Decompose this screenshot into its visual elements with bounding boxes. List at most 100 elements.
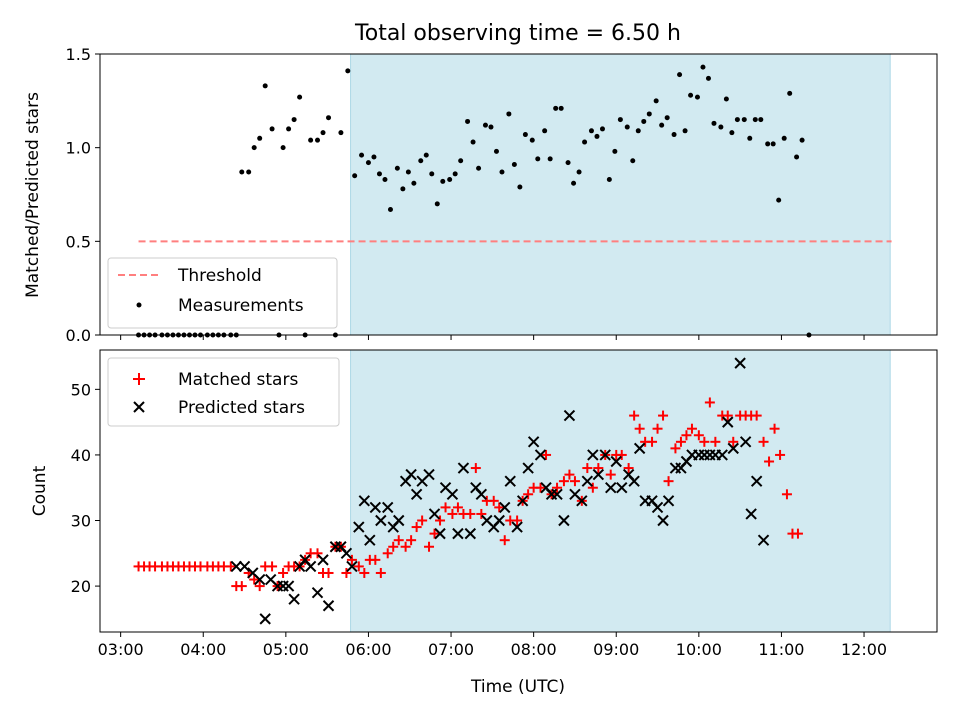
matched-star-point: [681, 430, 692, 441]
measurement-point: [465, 118, 471, 124]
measurement-point: [770, 141, 776, 147]
predicted-star-point: [587, 449, 599, 461]
predicted-star-point: [382, 501, 394, 514]
measurement-point: [630, 158, 636, 164]
legend-matched-label: Matched stars: [178, 370, 298, 390]
predicted-star-point: [423, 468, 435, 481]
top-y-tick-label: 0.0: [66, 326, 91, 345]
matched-star-point: [353, 561, 364, 572]
predicted-star-point: [499, 501, 511, 514]
predicted-star-point: [322, 600, 335, 612]
measurement-point: [734, 117, 740, 123]
measurement-point: [659, 122, 665, 128]
matched-star-point: [751, 410, 762, 421]
measurement-point: [488, 124, 494, 130]
measurement-point: [542, 128, 548, 134]
measurement-point: [682, 128, 688, 134]
matched-star-point: [388, 541, 399, 552]
predicted-star-point: [592, 468, 605, 481]
measurement-point: [522, 132, 528, 138]
predicted-star-point: [551, 488, 563, 500]
matched-star-point: [675, 436, 686, 447]
matched-star-point: [254, 581, 265, 592]
measurement-point: [729, 130, 735, 136]
bottom-y-tick-label: 40: [71, 446, 91, 465]
measurement-point: [718, 124, 724, 130]
predicted-star-point: [259, 613, 271, 625]
matched-star-point: [658, 410, 669, 421]
top-y-tick-label: 1.0: [66, 139, 91, 158]
matched-star-point: [686, 423, 697, 434]
measurement-point: [723, 96, 729, 102]
matched-star-point: [781, 489, 792, 500]
matched-star-point: [417, 515, 428, 526]
measurement-point: [257, 135, 263, 141]
matched-star-point: [370, 554, 381, 565]
measurement-point: [308, 137, 314, 143]
measurement-point: [711, 120, 717, 126]
predicted-star-point: [662, 495, 675, 507]
predicted-star-point: [238, 560, 251, 573]
measurement-point: [297, 94, 303, 100]
top-legend: Threshold Measurements: [107, 257, 338, 329]
matched-star-point: [663, 476, 674, 487]
matched-star-point: [769, 423, 780, 434]
measurement-point: [447, 177, 453, 183]
measurement-point: [582, 139, 588, 145]
observing-span: [350, 54, 891, 335]
matched-star-point: [699, 436, 710, 447]
matched-star-point: [670, 443, 681, 454]
measurement-point: [765, 141, 771, 147]
predicted-star-point: [516, 495, 529, 507]
predicted-star-point: [428, 508, 441, 520]
predicted-star-point: [288, 593, 300, 605]
matched-star-point: [488, 495, 499, 506]
measurement-point: [529, 137, 535, 143]
predicted-star-point: [599, 449, 611, 461]
measurement-point: [315, 137, 321, 143]
predicted-star-point: [722, 416, 734, 428]
matched-star-point: [535, 482, 546, 493]
x-tick-label: 05:00: [263, 640, 309, 659]
predicted-star-point: [522, 462, 534, 474]
measurement-point: [511, 162, 517, 168]
measurement-point: [558, 105, 564, 111]
measurement-point: [747, 135, 753, 141]
matched-star-point: [452, 502, 463, 513]
matched-star-point: [652, 423, 663, 434]
measurement-point: [506, 111, 512, 117]
measurement-point: [376, 171, 382, 177]
measurement-point: [606, 177, 612, 183]
top-y-tick-label: 0.5: [66, 232, 91, 251]
measurement-point: [411, 180, 417, 186]
x-tick-label: 03:00: [98, 640, 144, 659]
measurement-point: [688, 92, 694, 98]
measurement-point: [671, 132, 677, 138]
matched-star-point: [312, 548, 323, 559]
matched-star-point: [647, 436, 658, 447]
matched-star-point: [359, 567, 370, 578]
matched-star-point: [494, 502, 505, 513]
matched-star-point: [499, 535, 510, 546]
measurement-point: [612, 148, 618, 154]
measurement-point: [553, 105, 559, 111]
measurement-point: [452, 171, 458, 177]
matched-star-point: [693, 430, 704, 441]
predicted-star-point: [750, 475, 763, 487]
bottom-y-tick-label: 20: [71, 577, 91, 596]
measurement-point: [291, 117, 297, 123]
measurement-point: [434, 201, 440, 207]
predicted-star-point: [581, 475, 594, 487]
measurement-point: [565, 160, 571, 166]
measurement-point: [440, 178, 446, 184]
x-tick-label: 04:00: [180, 640, 226, 659]
measurement-point: [382, 177, 388, 183]
measurement-point: [794, 154, 800, 160]
measurement-point: [482, 122, 488, 128]
measurement-point: [599, 126, 605, 132]
measurement-point: [641, 118, 647, 124]
predicted-star-point: [393, 514, 405, 527]
matched-star-point: [523, 489, 534, 500]
measurement-point: [246, 169, 252, 175]
matched-star-point: [429, 528, 440, 539]
